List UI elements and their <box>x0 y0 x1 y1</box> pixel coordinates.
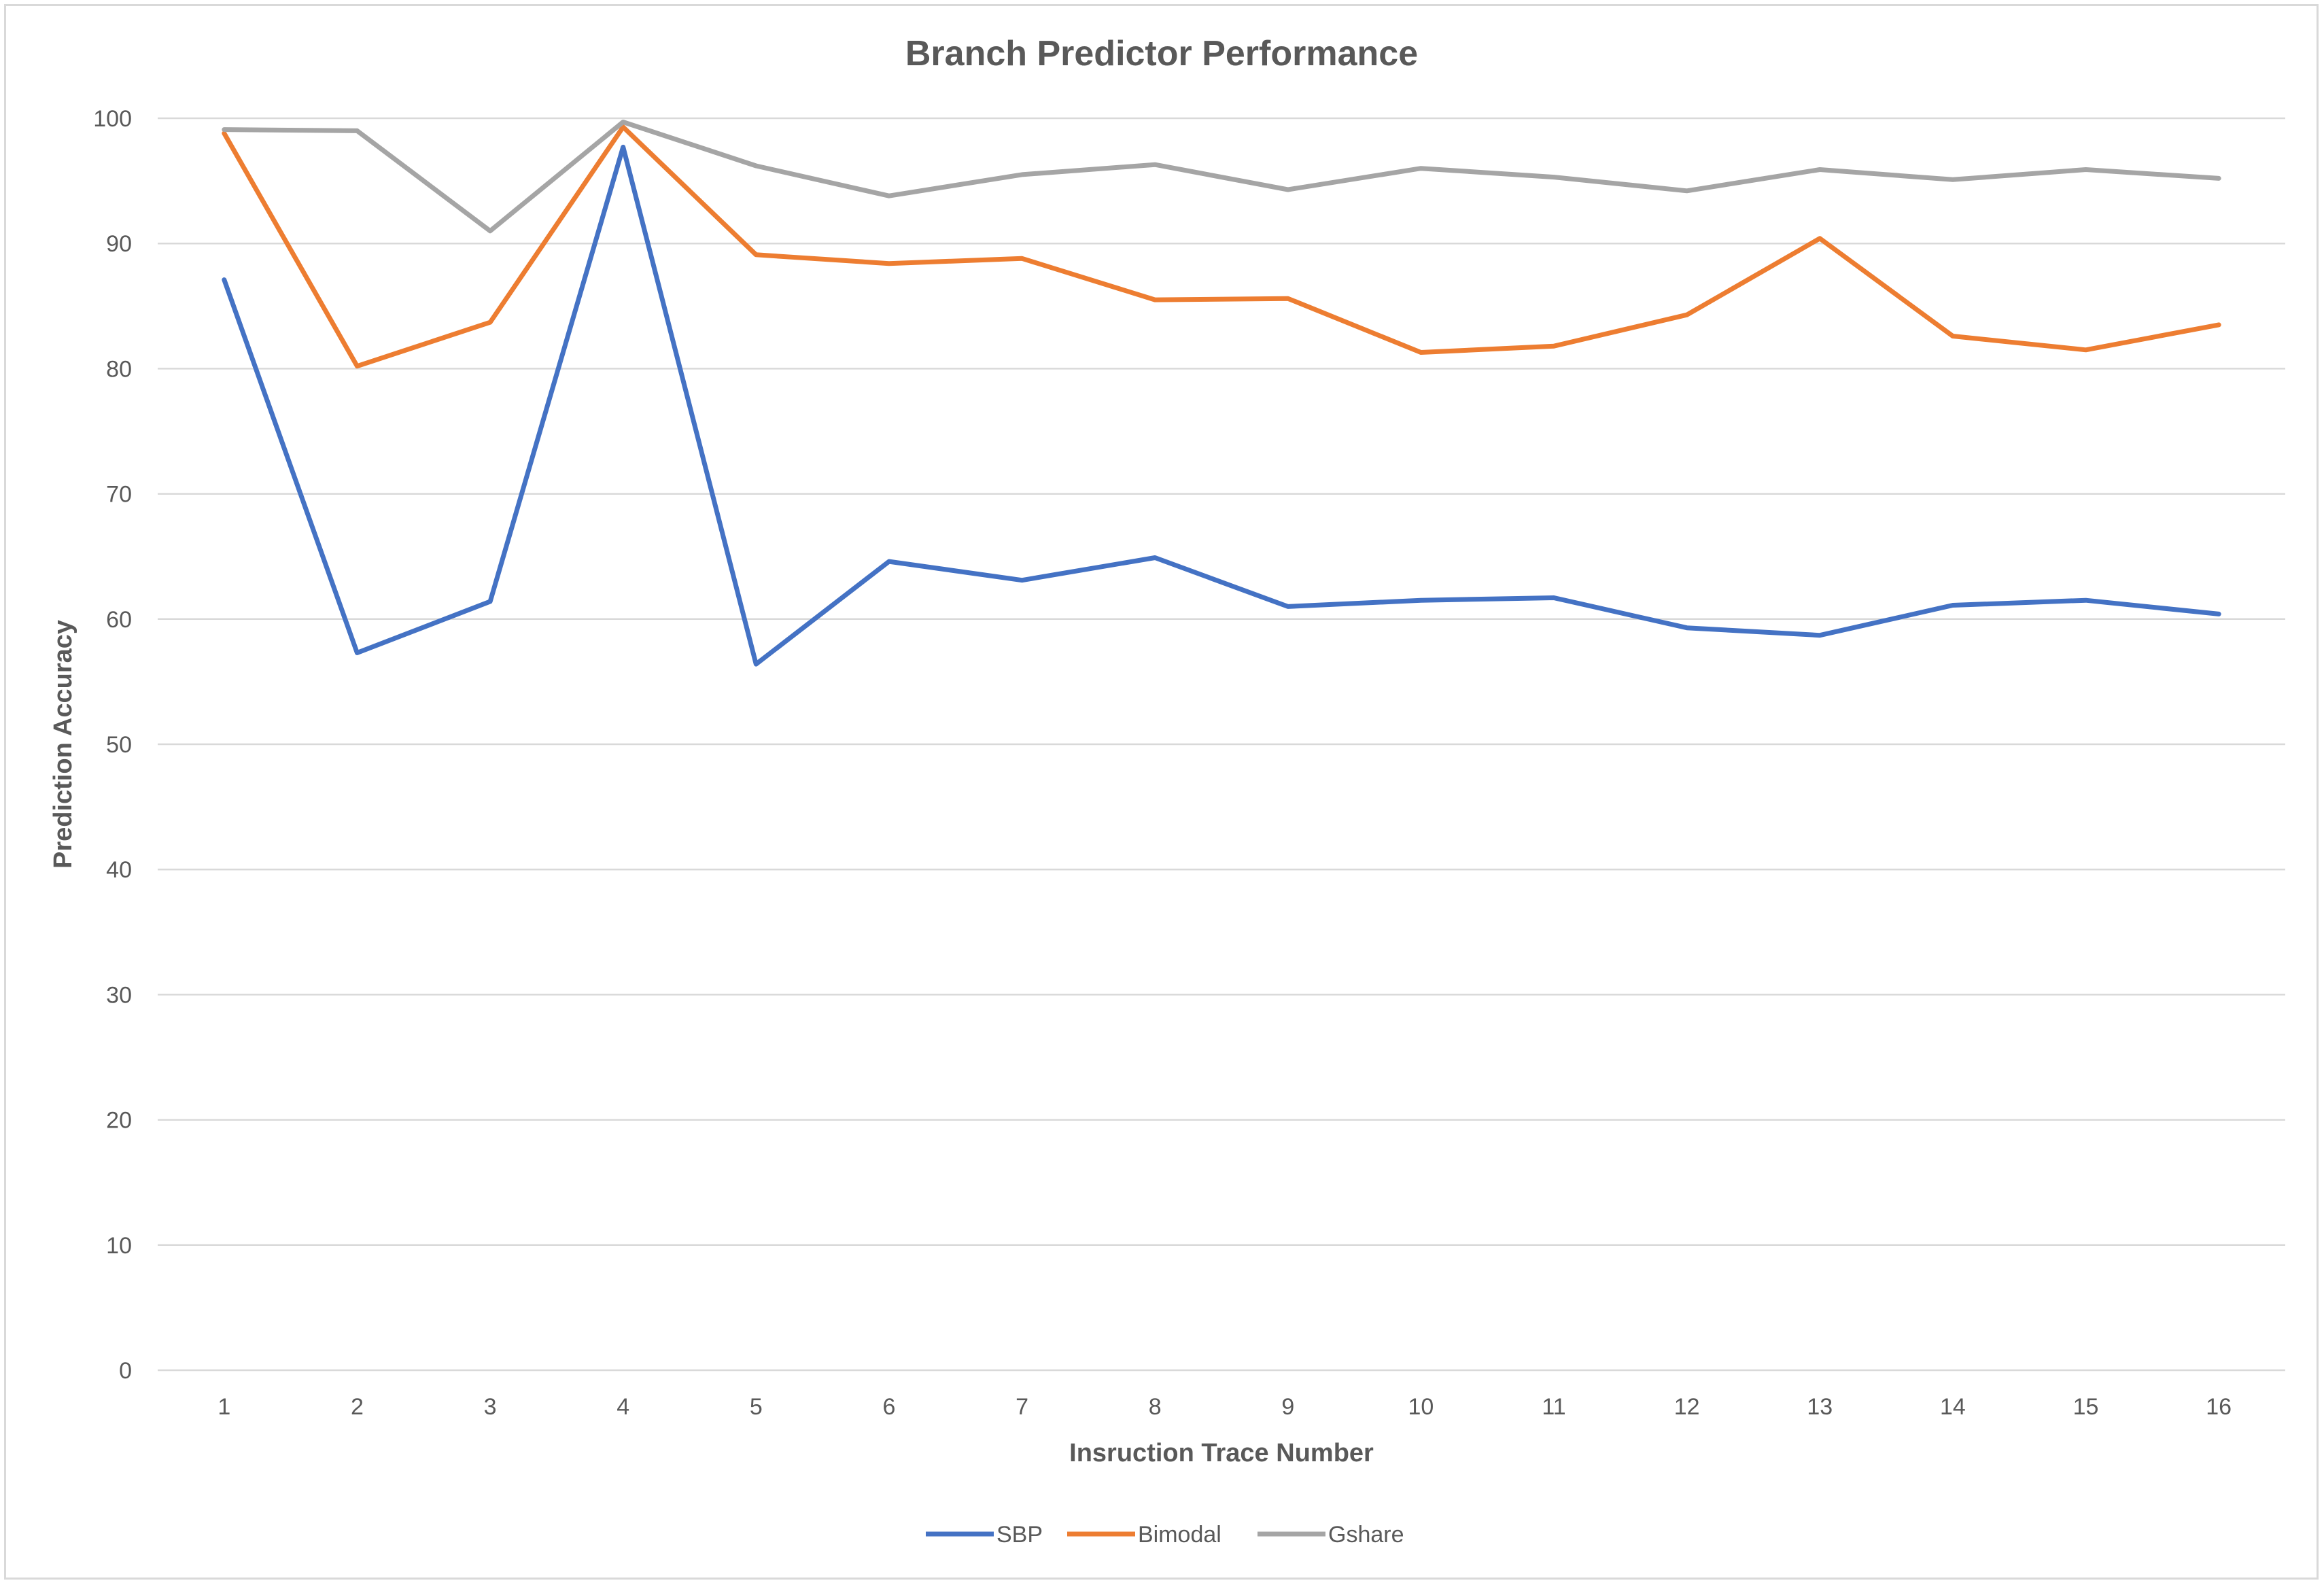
x-tick-label: 6 <box>882 1394 895 1420</box>
x-tick-label: 8 <box>1149 1394 1162 1420</box>
y-tick-label: 40 <box>106 857 132 883</box>
series-lines <box>222 120 2221 667</box>
y-tick-label: 30 <box>106 982 132 1008</box>
x-tick-label: 7 <box>1016 1394 1028 1420</box>
y-tick-label: 80 <box>106 356 132 382</box>
x-tick-label: 14 <box>1940 1394 1966 1420</box>
legend: SBP Bimodal Gshare <box>926 1522 1404 1548</box>
x-tick-label: 4 <box>617 1394 629 1420</box>
y-tick-label: 50 <box>106 732 132 758</box>
x-tick-label: 9 <box>1281 1394 1294 1420</box>
x-tick-label: 15 <box>2073 1394 2099 1420</box>
x-tick-label: 13 <box>1807 1394 1833 1420</box>
series-line-gshare <box>222 120 2221 234</box>
legend-label-bimodal: Bimodal <box>1138 1522 1221 1548</box>
series-line-sbp <box>222 144 2221 667</box>
x-axis-ticks: 1 2 3 4 5 6 7 8 9 10 11 12 13 14 15 16 <box>218 1394 2232 1420</box>
legend-label-gshare: Gshare <box>1328 1522 1404 1548</box>
y-tick-label: 100 <box>93 106 132 132</box>
series-line-bimodal <box>222 124 2221 369</box>
y-tick-label: 70 <box>106 482 132 508</box>
y-tick-label: 20 <box>106 1108 132 1134</box>
legend-label-sbp: SBP <box>996 1522 1043 1548</box>
y-tick-label: 60 <box>106 607 132 633</box>
x-tick-label: 12 <box>1674 1394 1700 1420</box>
x-tick-label: 3 <box>484 1394 497 1420</box>
chart-frame <box>4 4 2319 1580</box>
x-axis-title: Insruction Trace Number <box>1069 1439 1374 1467</box>
y-tick-label: 10 <box>106 1233 132 1259</box>
x-tick-label: 16 <box>2206 1394 2232 1420</box>
gridlines <box>158 117 2285 1372</box>
y-tick-label: 0 <box>119 1358 132 1384</box>
x-tick-label: 5 <box>750 1394 763 1420</box>
x-tick-label: 11 <box>1542 1394 1565 1420</box>
x-tick-label: 1 <box>218 1394 230 1420</box>
x-tick-label: 10 <box>1408 1394 1434 1420</box>
x-tick-label: 2 <box>351 1394 364 1420</box>
y-axis-ticks: 0 10 20 30 40 50 60 70 80 90 100 <box>93 106 132 1384</box>
y-tick-label: 90 <box>106 231 132 257</box>
y-axis-title: Prediction Accuracy <box>49 620 77 869</box>
chart-title: Branch Predictor Performance <box>905 34 1418 73</box>
